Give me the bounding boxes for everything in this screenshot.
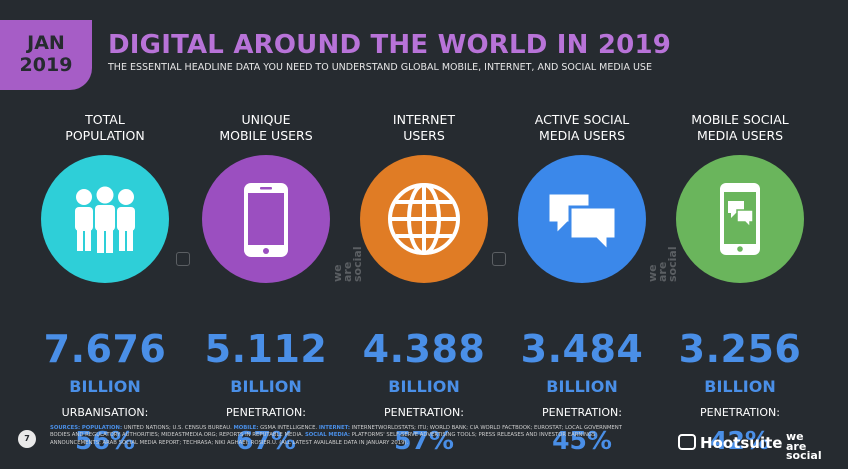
stat-value: 7.676 (43, 327, 167, 371)
stat-sublabel: PENETRATION: (542, 406, 622, 419)
stat-sublabel: PENETRATION: (700, 406, 780, 419)
we-are-social-logo: we are social (786, 430, 822, 462)
slide-subtitle: THE ESSENTIAL HEADLINE DATA YOU NEED TO … (108, 62, 652, 73)
people-icon (41, 155, 169, 283)
globe-icon (360, 155, 488, 283)
stat-value: 3.256 (678, 327, 802, 371)
stat-percent: 67% (236, 426, 296, 455)
sources-text: SOURCES: POPULATION: UNITED NATIONS; U.S… (50, 425, 622, 446)
stat-unit: BILLION (230, 377, 302, 396)
stat-percent: 42% (710, 426, 770, 455)
date-month: JAN (27, 32, 65, 54)
stat-internet-users: INTERNET USERS 4.388 BILLION PENETRATION… (344, 112, 504, 455)
stat-total-population: TOTAL POPULATION 7.676 BILLION URBANISAT… (25, 112, 185, 455)
owl-watermark-icon (176, 252, 190, 266)
slide-title: DIGITAL AROUND THE WORLD IN 2019 (108, 30, 672, 60)
stat-value: 4.388 (362, 327, 486, 371)
stat-sublabel: URBANISATION: (61, 406, 149, 419)
page-number: 7 (18, 430, 36, 448)
stat-active-social-media-users: ACTIVE SOCIAL MEDIA USERS 3.484 BILLION … (502, 112, 662, 455)
stat-label: UNIQUE MOBILE USERS (219, 112, 313, 143)
chat-bubbles-icon (518, 155, 646, 283)
stat-percent: 56% (75, 426, 135, 455)
hootsuite-logo: Hootsuite (678, 434, 782, 452)
watermark-we-are-social: we are social (331, 246, 364, 282)
owl-icon (678, 434, 696, 450)
date-year: 2019 (19, 54, 73, 76)
stat-label: ACTIVE SOCIAL MEDIA USERS (534, 112, 630, 143)
stat-value: 3.484 (520, 327, 644, 371)
date-badge: JAN 2019 (0, 20, 92, 90)
stat-unit: BILLION (388, 377, 460, 396)
owl-watermark-icon (492, 252, 506, 266)
stat-label: TOTAL POPULATION (65, 112, 145, 143)
stat-unit: BILLION (69, 377, 141, 396)
stat-percent: 57% (394, 426, 454, 455)
stat-percent: 45% (552, 426, 612, 455)
stat-value: 5.112 (204, 327, 328, 371)
stat-label: MOBILE SOCIAL MEDIA USERS (691, 112, 789, 143)
stat-sublabel: PENETRATION: (384, 406, 464, 419)
stat-unique-mobile-users: UNIQUE MOBILE USERS 5.112 BILLION PENETR… (186, 112, 346, 455)
stat-sublabel: PENETRATION: (226, 406, 306, 419)
stat-label: INTERNET USERS (392, 112, 456, 143)
stat-unit: BILLION (546, 377, 618, 396)
stat-mobile-social-media-users: MOBILE SOCIAL MEDIA USERS 3.256 BILLION … (660, 112, 820, 455)
mobile-phone-icon (202, 155, 330, 283)
mobile-chat-icon (676, 155, 804, 283)
watermark-we-are-social: we are social (646, 246, 679, 282)
stat-unit: BILLION (704, 377, 776, 396)
